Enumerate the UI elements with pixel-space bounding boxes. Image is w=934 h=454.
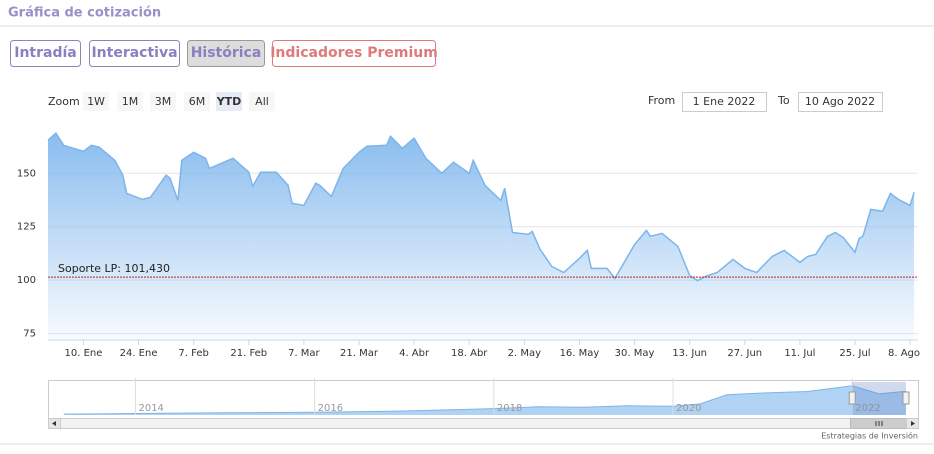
- x-tick-label: 21. Mar: [340, 348, 379, 359]
- x-tick-label: 7. Feb: [178, 348, 208, 359]
- tab-box[interactable]: [10, 40, 81, 67]
- zoom-button[interactable]: [150, 92, 176, 111]
- zoom-button-label[interactable]: 1M: [122, 95, 139, 108]
- x-tick-label: 2016: [318, 403, 343, 414]
- x-tick-label: 2. May: [508, 348, 541, 359]
- zoom-button[interactable]: [184, 92, 210, 111]
- x-tick-label: 2020: [676, 403, 701, 414]
- x-tick-label: 24. Ene: [120, 348, 158, 359]
- x-tick-label: 10. Ene: [64, 348, 102, 359]
- zoom-button[interactable]: [83, 92, 109, 111]
- tab-box[interactable]: [272, 40, 436, 67]
- arrow-icon: [52, 421, 56, 426]
- to-date[interactable]: 10 Ago 2022: [805, 95, 875, 108]
- area-fill: [63, 385, 906, 415]
- x-tick-label: 21. Feb: [230, 348, 267, 359]
- scrollbar: [48, 418, 919, 429]
- zoom-button[interactable]: [216, 92, 242, 111]
- x-tick-label: 7. Mar: [288, 348, 320, 359]
- x-tick-label: 25. Jul: [839, 348, 870, 359]
- grip-icon: [875, 421, 883, 426]
- date-input[interactable]: [682, 92, 767, 112]
- series-line: [47, 131, 915, 282]
- area-fill: [48, 133, 915, 340]
- y-tick-label: 75: [23, 329, 36, 340]
- x-tick-label: 2018: [497, 403, 522, 414]
- x-tick-label: 30. May: [615, 348, 655, 359]
- y-tick-label: 150: [17, 168, 36, 179]
- tab[interactable]: Indicadores Premium: [270, 45, 438, 61]
- series-line: [63, 385, 907, 415]
- zoom-label: Zoom: [48, 95, 80, 108]
- tab[interactable]: Intradía: [14, 45, 77, 61]
- y-tick-label: 125: [17, 222, 36, 233]
- zoom-button-label[interactable]: All: [255, 95, 269, 108]
- x-tick-label: 8. Ago: [888, 348, 920, 359]
- tab-box[interactable]: [187, 40, 265, 67]
- page-title: Gráfica de cotización: [8, 6, 161, 21]
- tabs: Intradía Interactiva Histórica Indicador…: [10, 40, 438, 67]
- handle[interactable]: [902, 391, 910, 405]
- zoom-button-label[interactable]: 6M: [189, 95, 206, 108]
- support-label: Soporte LP: 101,430: [58, 262, 170, 275]
- tab-box[interactable]: [89, 40, 180, 67]
- zoom-buttons: 1W 1M 3M 6M YTD All: [83, 92, 275, 111]
- main-chart: 75 100 125 150 10. Ene 24. Ene 7. Feb 21. Feb 7.…: [17, 131, 920, 359]
- zoom-button[interactable]: [117, 92, 143, 111]
- y-tick-label: 100: [17, 275, 36, 286]
- to-label: To: [777, 94, 790, 107]
- x-tick-label: 27. Jun: [727, 348, 762, 359]
- arrow-icon: [911, 421, 915, 426]
- x-tick-label: 11. Jul: [784, 348, 815, 359]
- zoom-button-label[interactable]: YTD: [216, 95, 242, 108]
- x-tick-label: 4. Abr: [399, 348, 430, 359]
- from-label: From: [648, 94, 675, 107]
- x-tick-label: 18. Abr: [451, 348, 488, 359]
- zoom-button[interactable]: [249, 92, 275, 111]
- x-tick-label: 2014: [138, 403, 163, 414]
- selection: [852, 382, 906, 415]
- handle[interactable]: [848, 391, 856, 405]
- x-tick-label: 2022: [855, 403, 880, 414]
- zoom-button-label[interactable]: 3M: [155, 95, 172, 108]
- tab[interactable]: Histórica: [191, 45, 262, 61]
- from-date[interactable]: 1 Ene 2022: [693, 95, 756, 108]
- zoom-button-label[interactable]: 1W: [87, 95, 105, 108]
- x-tick-label: 13. Jun: [672, 348, 707, 359]
- credit: Estrategias de Inversión: [821, 431, 918, 441]
- x-tick-label: 16. May: [560, 348, 600, 359]
- scroll-track[interactable]: [48, 418, 919, 429]
- navigator: 2014 2016 2018 2020 2022: [63, 378, 910, 415]
- tab[interactable]: Interactiva: [91, 45, 177, 61]
- date-input[interactable]: [798, 92, 883, 112]
